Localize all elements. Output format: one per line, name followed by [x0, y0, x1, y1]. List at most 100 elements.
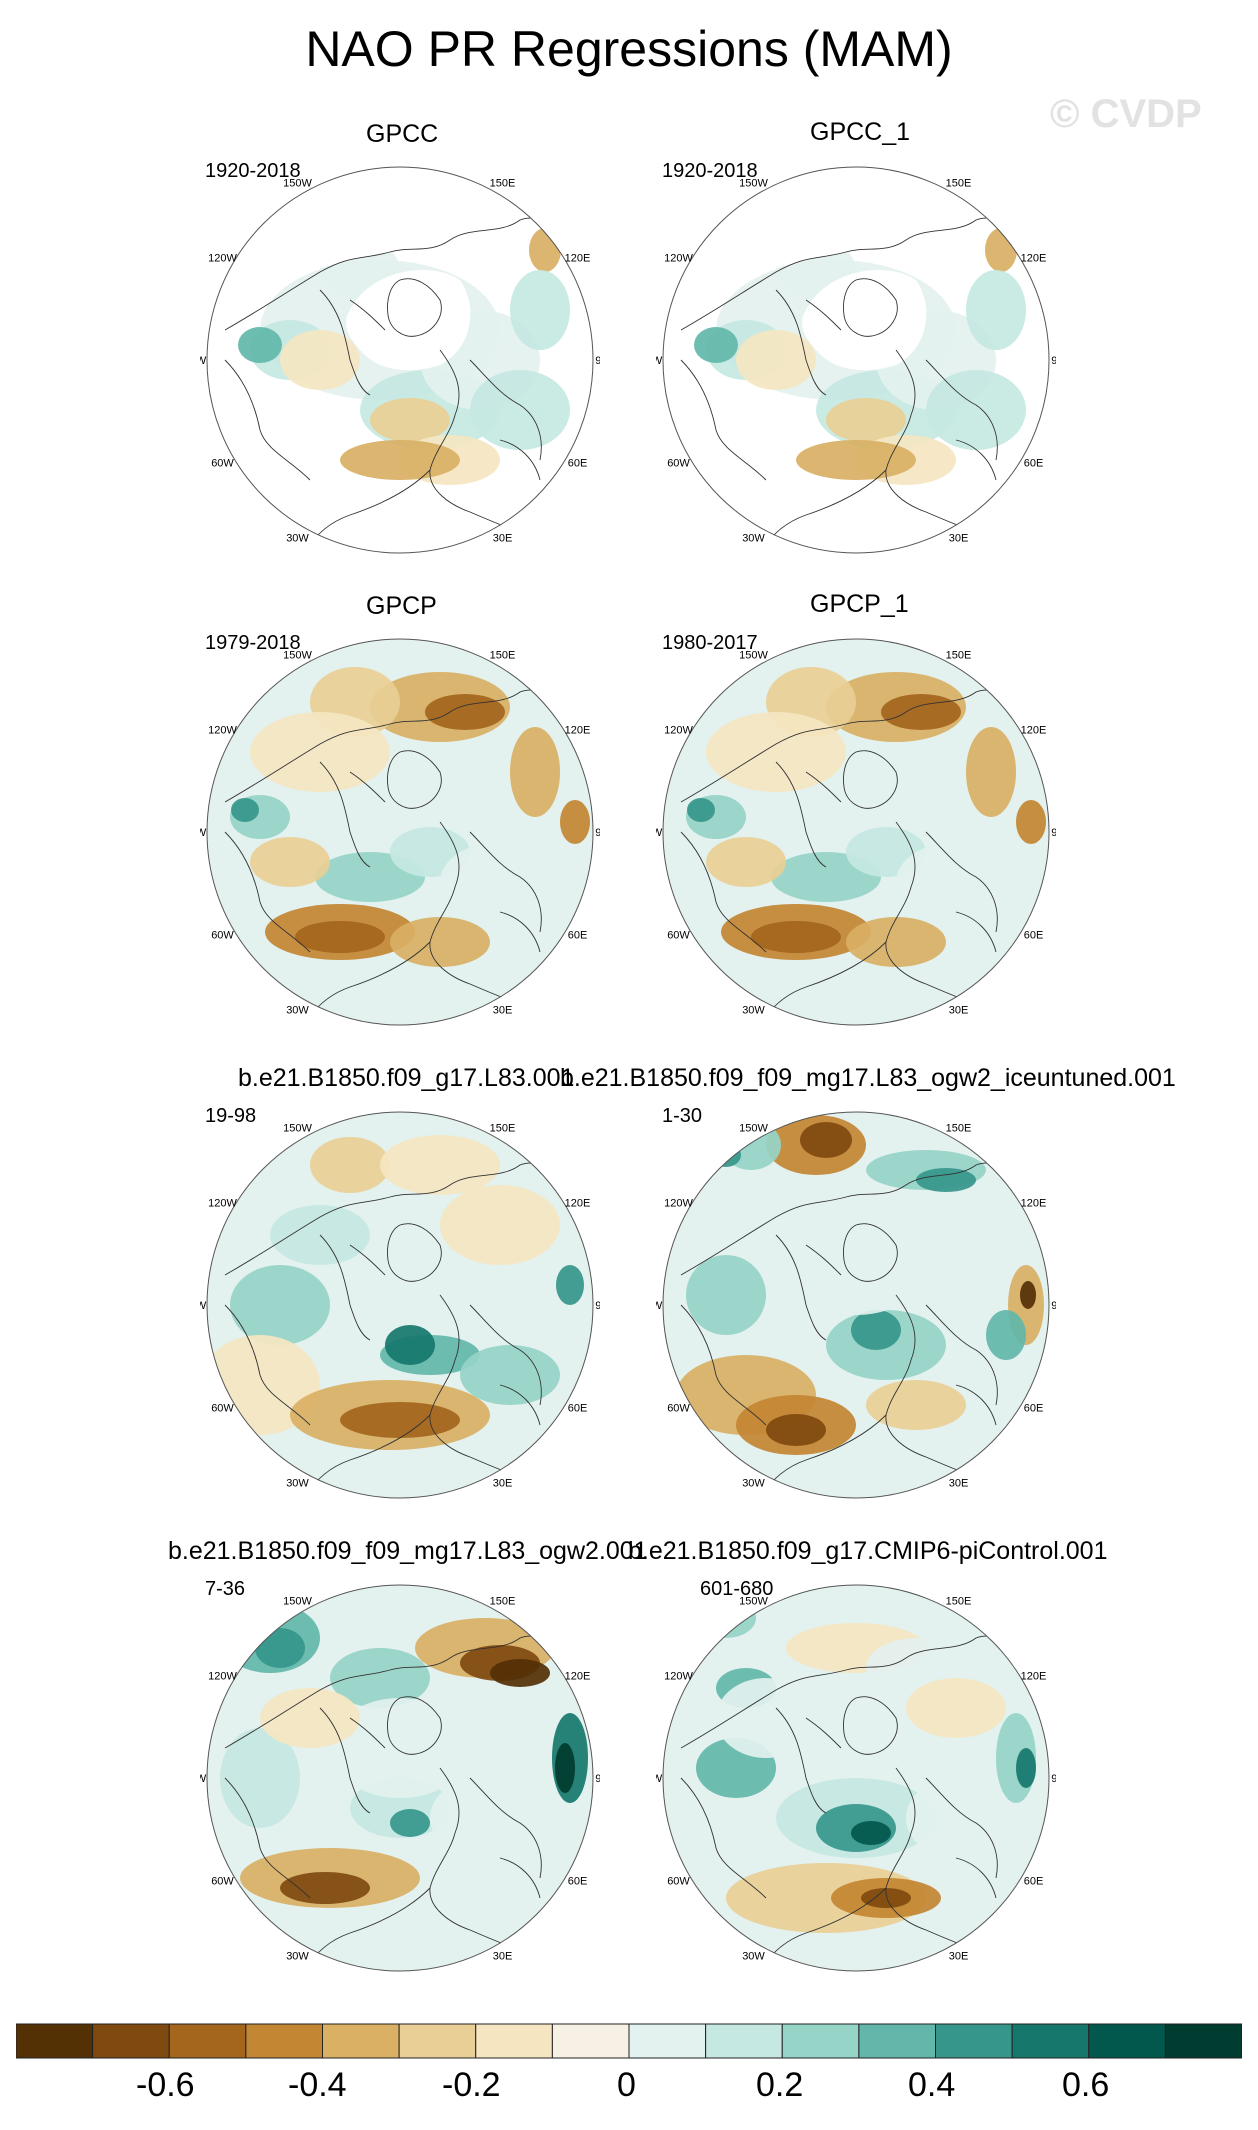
longitude-label: 30W — [742, 1478, 765, 1490]
longitude-label: 150W — [283, 1596, 312, 1608]
longitude-label: 30W — [286, 1478, 309, 1490]
polar-map-canvas: 180150E120E90E60E30E030W60W90W120W150W — [200, 1578, 600, 1972]
polar-map-canvas: 180150E120E90E60E30E030W60W90W120W150W — [656, 1105, 1056, 1499]
longitude-label: 30W — [286, 1005, 309, 1017]
polar-map: 180150E120E90E60E30E030W60W90W120W150W — [656, 160, 1056, 560]
longitude-label: 60W — [211, 1876, 234, 1888]
longitude-label: 60E — [1024, 1876, 1044, 1888]
longitude-label: 30W — [742, 1951, 765, 1963]
colorbar-swatch — [858, 2023, 937, 2059]
longitude-label: 90W — [200, 1773, 207, 1785]
colorbar-swatch — [628, 2023, 707, 2059]
colorbar-label: -0.6 — [136, 2066, 195, 2104]
colorbar-swatch — [322, 2023, 400, 2059]
polar-map: 180150E120E90E60E30E030W60W90W120W150W — [200, 1105, 600, 1505]
longitude-label: 120W — [208, 1671, 237, 1683]
longitude-label: 180 — [847, 1578, 865, 1580]
map-outline — [206, 638, 594, 1026]
longitude-label: 30E — [493, 1951, 513, 1963]
polar-map: 180150E120E90E60E30E030W60W90W120W150W — [656, 1105, 1056, 1505]
longitude-label: 60E — [1024, 930, 1044, 942]
longitude-label: 150W — [739, 1596, 768, 1608]
longitude-label: 150W — [739, 650, 768, 662]
longitude-label: 60E — [1024, 1403, 1044, 1415]
longitude-label: 30E — [493, 1005, 513, 1017]
colorbar-swatch — [551, 2023, 630, 2059]
longitude-label: 120E — [565, 725, 591, 737]
panel-title: GPCC_1 — [810, 118, 911, 146]
colorbar-swatch — [168, 2023, 247, 2059]
map-outline — [662, 1584, 1050, 1972]
polar-map-canvas: 180150E120E90E60E30E030W60W90W120W150W — [200, 160, 600, 554]
colorbar-swatch — [705, 2023, 783, 2059]
panel-period: 601-680 — [700, 1578, 774, 1600]
longitude-label: 90E — [595, 827, 600, 839]
longitude-label: 120E — [565, 1198, 591, 1210]
panel-period: 1-30 — [662, 1105, 703, 1127]
polar-map: 180150E120E90E60E30E030W60W90W120W150W — [200, 1578, 600, 1978]
longitude-label: 120E — [1021, 1671, 1047, 1683]
longitude-label: 90E — [1051, 355, 1056, 367]
longitude-label: 180 — [391, 160, 409, 162]
longitude-label: 60E — [568, 1403, 588, 1415]
longitude-label: 90W — [656, 827, 663, 839]
longitude-label: 90W — [200, 1300, 207, 1312]
longitude-label: 30E — [493, 533, 513, 545]
colorbar-swatch — [1088, 2023, 1166, 2059]
polar-map-canvas: 180150E120E90E60E30E030W60W90W120W150W — [656, 160, 1056, 554]
longitude-label: 60W — [211, 458, 234, 470]
longitude-label: 90E — [1051, 1300, 1056, 1312]
panel-period: 1980-2017 — [662, 632, 758, 654]
longitude-label: 150W — [283, 650, 312, 662]
longitude-label: 150E — [946, 650, 972, 662]
longitude-label: 90W — [656, 1300, 663, 1312]
polar-map: 180150E120E90E60E30E030W60W90W120W150W — [656, 632, 1056, 1032]
longitude-label: 60W — [667, 1403, 690, 1415]
colorbar-swatch — [398, 2023, 477, 2059]
longitude-label: 150E — [490, 178, 516, 190]
colorbar-swatches — [15, 2023, 1243, 2059]
longitude-label: 90E — [1051, 827, 1056, 839]
longitude-label: 90W — [200, 827, 207, 839]
longitude-label: 150W — [283, 178, 312, 190]
longitude-label: 60E — [568, 1876, 588, 1888]
map-outline — [206, 1111, 594, 1499]
longitude-label: 90E — [595, 1773, 600, 1785]
longitude-label: 30W — [286, 533, 309, 545]
longitude-label: 120W — [664, 1198, 693, 1210]
colorbar-swatch — [475, 2023, 553, 2059]
longitude-label: 120W — [664, 1671, 693, 1683]
longitude-label: 30W — [742, 1005, 765, 1017]
longitude-label: 120W — [664, 253, 693, 265]
longitude-label: 180 — [847, 1105, 865, 1107]
polar-map-canvas: 180150E120E90E60E30E030W60W90W120W150W — [200, 1105, 600, 1499]
longitude-label: 90W — [656, 1773, 663, 1785]
longitude-label: 180 — [391, 1578, 409, 1580]
colorbar-label: -0.2 — [442, 2066, 501, 2104]
polar-map: 180150E120E90E60E30E030W60W90W120W150W — [200, 160, 600, 560]
longitude-label: 120W — [664, 725, 693, 737]
longitude-label: 120E — [1021, 253, 1047, 265]
panel-period: 7-36 — [205, 1578, 246, 1600]
longitude-label: 120W — [208, 725, 237, 737]
longitude-label: 150W — [739, 1123, 768, 1135]
longitude-label: 120E — [1021, 725, 1047, 737]
panel-period: 19-98 — [205, 1105, 257, 1127]
longitude-label: 30E — [949, 533, 969, 545]
panel-period: 1920-2018 — [205, 160, 301, 182]
longitude-label: 150E — [946, 1596, 972, 1608]
longitude-label: 30E — [493, 1478, 513, 1490]
colorbar-swatch — [1164, 2023, 1243, 2059]
colorbar — [15, 2023, 1243, 2064]
longitude-label: 60W — [211, 1403, 234, 1415]
longitude-label: 30E — [949, 1005, 969, 1017]
longitude-label: 180 — [847, 160, 865, 162]
polar-map-canvas: 180150E120E90E60E30E030W60W90W120W150W — [656, 632, 1056, 1026]
colorbar-label: 0 — [617, 2066, 636, 2104]
longitude-label: 90E — [595, 355, 600, 367]
longitude-label: 180 — [847, 632, 865, 634]
longitude-label: 60W — [667, 930, 690, 942]
panel-title: GPCP — [366, 592, 437, 620]
longitude-label: 150E — [490, 1123, 516, 1135]
longitude-label: 30W — [286, 1951, 309, 1963]
